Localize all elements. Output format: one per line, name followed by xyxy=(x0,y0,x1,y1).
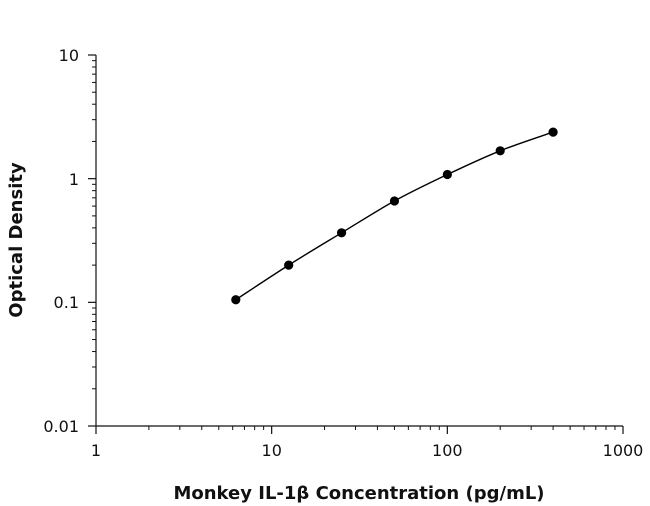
y-tick-label-10: 10 xyxy=(59,46,79,65)
data-point xyxy=(336,228,347,238)
data-series xyxy=(231,127,558,305)
data-point xyxy=(442,169,452,180)
x-tick-label-1: 1 xyxy=(91,441,101,460)
y-tick-label-0.1: 0.1 xyxy=(54,293,79,312)
data-point xyxy=(548,127,558,137)
data-point xyxy=(231,295,241,305)
data-point xyxy=(495,146,505,156)
axis-tick-labels: 10 1 0.1 0.01 1 10 100 1000 xyxy=(43,46,643,460)
fit-curve xyxy=(235,131,554,301)
x-tick-label-1000: 1000 xyxy=(603,441,644,460)
y-tick-label-0.01: 0.01 xyxy=(43,417,79,436)
y-axis-title: Optical Density xyxy=(6,162,27,318)
y-tick-label-1: 1 xyxy=(69,170,79,189)
axis-ticks xyxy=(88,54,624,434)
x-tick-label-10: 10 xyxy=(262,441,282,460)
x-tick-label-100: 100 xyxy=(432,441,463,460)
data-point xyxy=(389,196,400,206)
axes xyxy=(95,55,623,427)
x-axis-title: Monkey IL-1β Concentration (pg/mL) xyxy=(173,483,544,504)
data-point xyxy=(284,260,294,270)
